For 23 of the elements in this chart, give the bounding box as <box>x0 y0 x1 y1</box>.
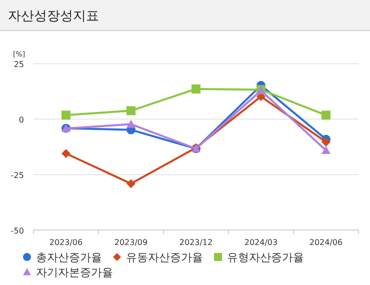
legend-label: 유형자산증가율 <box>227 251 304 264</box>
point <box>126 120 136 128</box>
x-tick-label: 2023/06 <box>49 238 83 247</box>
point <box>126 179 136 188</box>
x-tick-label: 2023/12 <box>179 238 213 247</box>
point <box>192 84 200 94</box>
y-tick-label: -25 <box>10 171 24 180</box>
x-tick-label: 2024/03 <box>244 238 278 247</box>
point <box>322 137 330 146</box>
legend-label: 총자산증가율 <box>36 251 102 264</box>
x-tick-label: 2024/06 <box>309 238 343 247</box>
y-tick-label: 25 <box>14 60 24 70</box>
point <box>322 110 330 120</box>
point <box>126 106 136 116</box>
y-tick-label: 0 <box>18 116 24 125</box>
point <box>62 149 70 158</box>
x-tick-label: 2023/09 <box>114 238 148 247</box>
y-tick-label: -50 <box>10 226 24 236</box>
point <box>322 146 330 154</box>
chart-title: 자산성장성지표 <box>8 9 99 24</box>
legend-label: 유동자산증가율 <box>126 251 203 264</box>
legend-label: 자기자본증가율 <box>36 266 113 279</box>
point <box>62 110 70 120</box>
